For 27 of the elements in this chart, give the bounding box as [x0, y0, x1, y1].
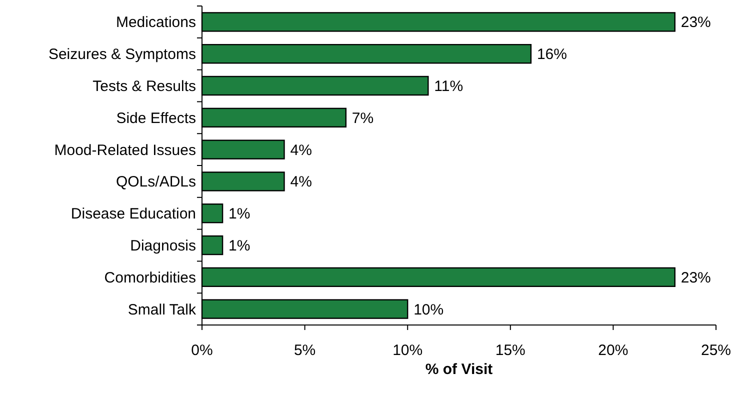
data-label: 4% [290, 142, 312, 159]
data-label: 11% [434, 78, 464, 95]
x-tick-label: 0% [191, 342, 213, 359]
y-tick-label: Comorbidities [104, 269, 196, 286]
data-label: 10% [414, 301, 444, 318]
data-label: 7% [352, 110, 374, 127]
y-tick-label: Disease Education [70, 206, 196, 223]
x-axis-title: % of Visit [425, 361, 493, 378]
data-label: 23% [680, 269, 711, 286]
y-tick-label: Seizures & Symptoms [48, 46, 196, 64]
y-tick-label: Small Talk [128, 301, 196, 318]
x-tick-label: 20% [598, 342, 628, 359]
y-tick-label: Side Effects [116, 110, 196, 127]
x-tick-label: 15% [495, 342, 526, 359]
y-tick-label: QOLs/ADLs [116, 174, 196, 191]
data-label: 1% [228, 206, 250, 223]
data-label: 23% [680, 14, 711, 32]
x-tick-label: 10% [392, 342, 423, 359]
y-tick-label: Mood-Related Issues [54, 142, 196, 159]
x-tick-label: 5% [294, 342, 316, 359]
data-label: 4% [290, 174, 312, 191]
y-tick-label: Medications [116, 14, 196, 32]
y-tick-label: Diagnosis [130, 238, 196, 254]
y-tick-label: Tests & Results [92, 78, 196, 95]
x-tick-label: 25% [700, 342, 732, 359]
data-label: 1% [228, 238, 250, 254]
data-label: 16% [536, 46, 567, 64]
